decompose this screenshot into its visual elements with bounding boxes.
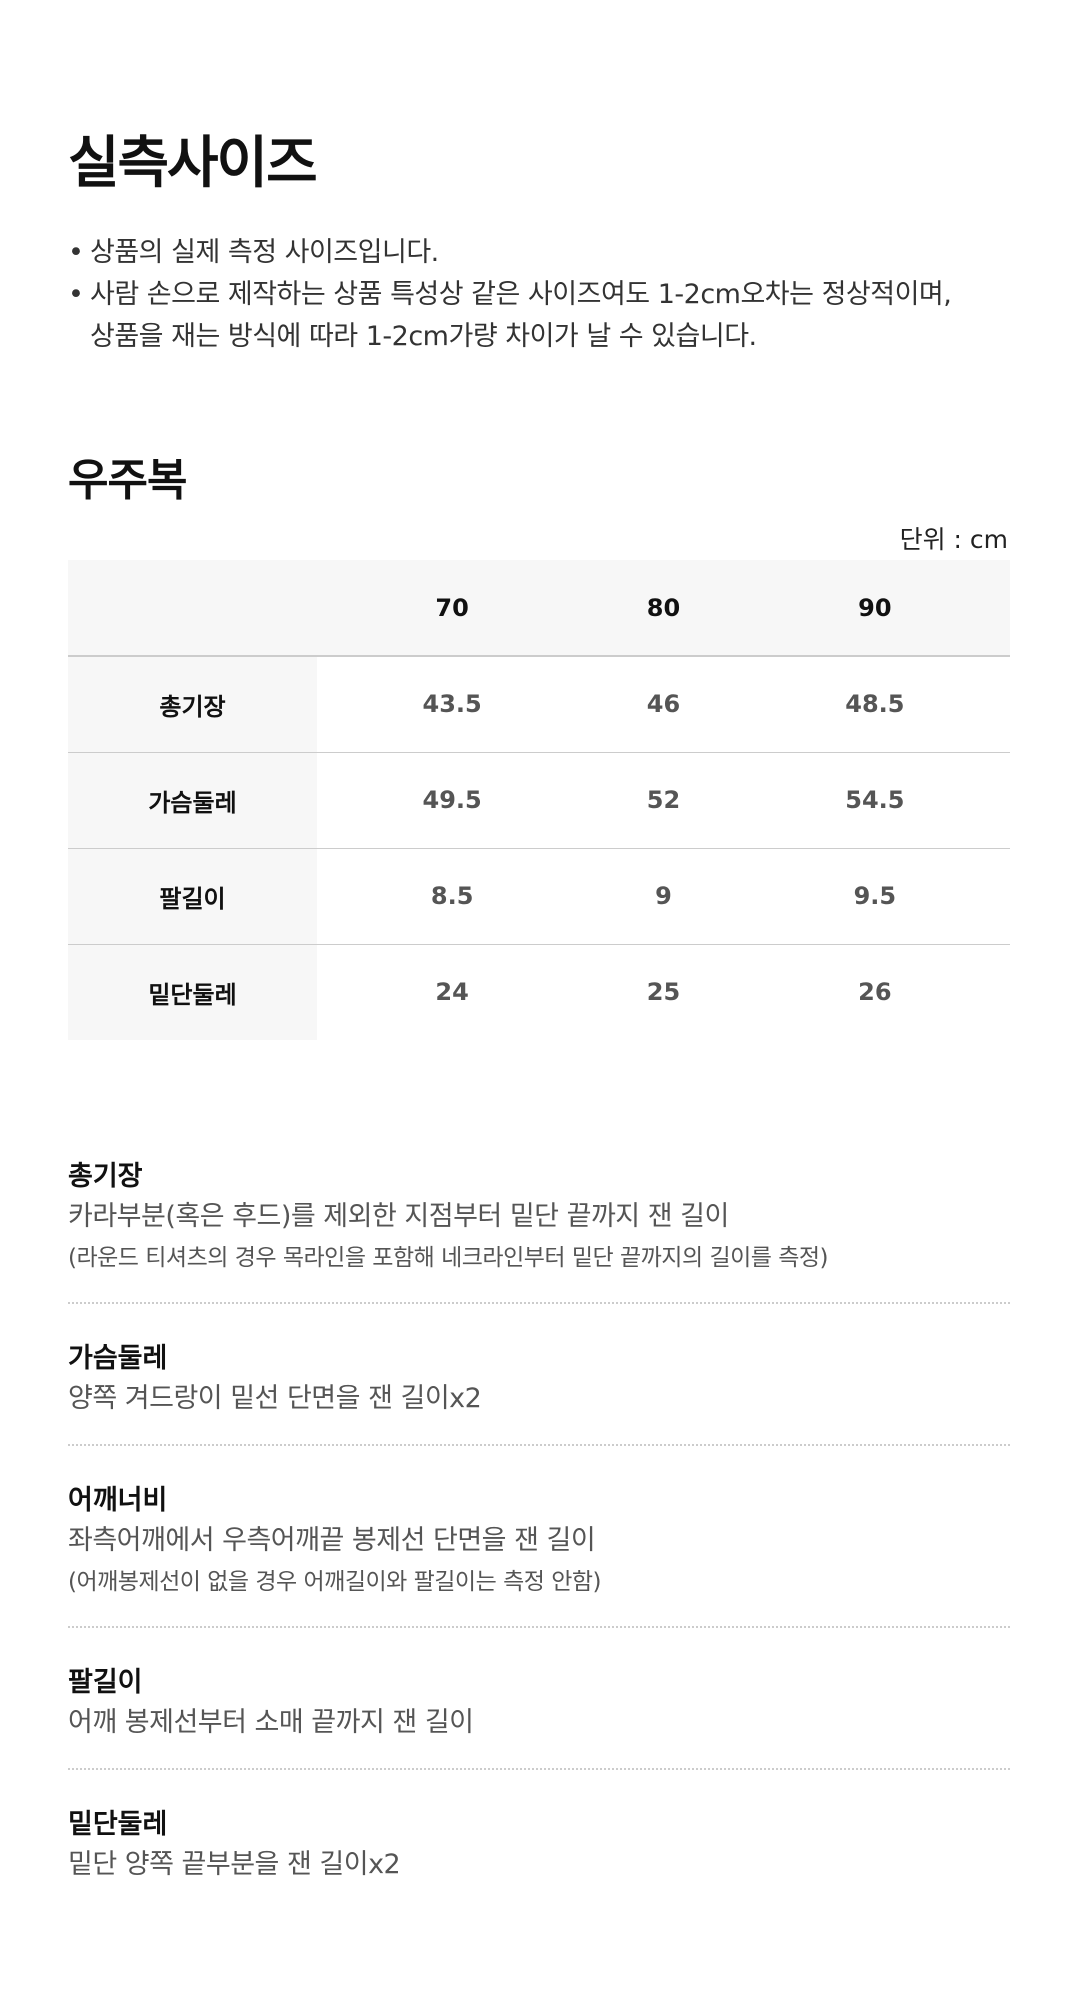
definition-note: (라운드 티셔츠의 경우 목라인을 포함해 네크라인부터 밑단 끝까지의 길이를… [68, 1245, 829, 1271]
table-row: 총기장 43.5 46 48.5 [68, 656, 1010, 752]
header-cell: 70 [317, 560, 588, 657]
table-cell: 24 [435, 978, 469, 1007]
row-label: 팔길이 [68, 848, 317, 944]
note-item: 상품의 실제 측정 사이즈입니다. [68, 232, 951, 274]
definition-desc: 밑단 양쪽 끝부분을 잰 길이x2 [68, 1849, 401, 1880]
table-row: 팔길이 8.5 9 9.5 [68, 848, 1010, 944]
table-cell: 52 [646, 786, 681, 814]
table-cell: 9.5 [853, 882, 897, 910]
table-row: 밑단둘레 24 25 26 [68, 944, 1010, 1040]
definition-desc: 양쪽 겨드랑이 밑선 단면을 잰 길이x2 [68, 1383, 482, 1414]
definition-desc: 카라부분(혹은 후드)를 제외한 지점부터 밑단 끝까지 잰 길이 [68, 1201, 729, 1232]
table-cell: 43.5 [422, 690, 482, 719]
table-header-row: 70 80 90 [68, 560, 1010, 657]
definition-term: 팔길이 [68, 1667, 143, 1698]
size-table: 70 80 90 총기장 43.5 46 48.5 가슴둘레 49.5 52 54.5 팔길이 8… [68, 560, 1010, 1040]
table-cell: 54.5 [845, 786, 905, 814]
header-cell: 80 [587, 560, 740, 657]
header-cell [68, 560, 317, 657]
section-title: 우주복 [68, 455, 187, 506]
table-row: 가슴둘레 49.5 52 54.5 [68, 752, 1010, 848]
table-cell: 48.5 [845, 690, 905, 719]
unit-label: 단위 : cm [899, 525, 1008, 554]
table-cell: 26 [858, 978, 892, 1007]
row-label: 총기장 [68, 656, 317, 752]
row-label: 밑단둘레 [68, 944, 317, 1040]
definition-term: 어깨너비 [68, 1485, 168, 1516]
definition-note: (어깨봉제선이 없을 경우 어깨길이와 팔길이는 측정 안함) [68, 1569, 602, 1595]
notes-list: 상품의 실제 측정 사이즈입니다. 사람 손으로 제작하는 상품 특성상 같은 … [68, 232, 952, 358]
row-label: 가슴둘레 [68, 752, 317, 848]
table-cell: 46 [646, 690, 681, 719]
table-cell: 25 [646, 978, 681, 1007]
table-cell: 9 [655, 882, 672, 910]
table-cell: 49.5 [422, 786, 482, 814]
note-item: 사람 손으로 제작하는 상품 특성상 같은 사이즈여도 1-2cm오차는 정상적… [68, 274, 952, 358]
definition-term: 가슴둘레 [68, 1343, 168, 1374]
page-title: 실측사이즈 [68, 131, 318, 196]
definition-term: 총기장 [68, 1161, 143, 1192]
definition-desc: 좌측어깨에서 우측어깨끝 봉제선 단면을 잰 길이 [68, 1525, 596, 1556]
header-cell: 90 [739, 560, 1010, 657]
definition-desc: 어깨 봉제선부터 소매 끝까지 잰 길이 [68, 1707, 474, 1738]
table-cell: 8.5 [430, 882, 474, 910]
definition-term: 밑단둘레 [68, 1809, 168, 1840]
